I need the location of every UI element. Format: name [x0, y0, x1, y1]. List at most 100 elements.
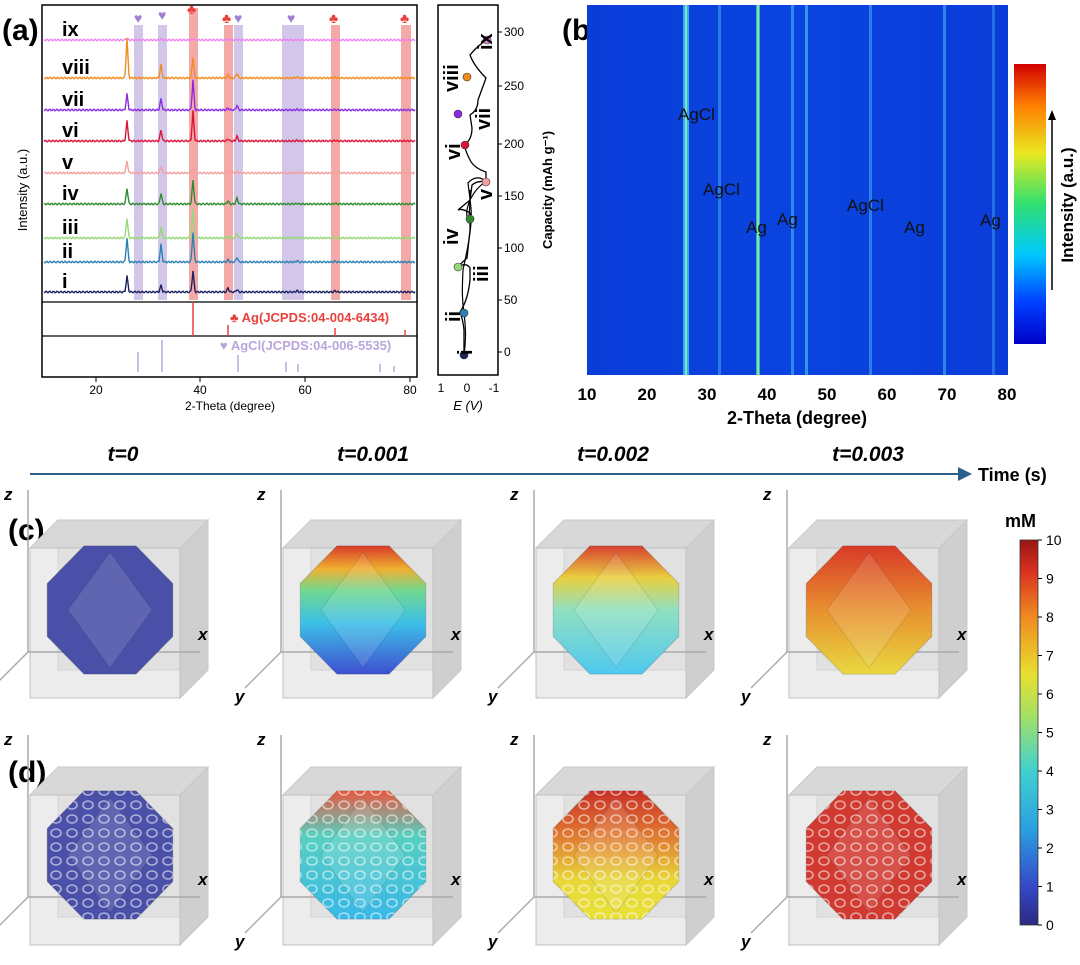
colorbar-tick: 8: [1046, 609, 1054, 625]
peak-annotation: Ag: [746, 218, 767, 237]
x-tick: 20: [638, 385, 657, 404]
colorbar-tick: 2: [1046, 840, 1054, 856]
curve-label: i: [62, 271, 68, 293]
ag-bands: [189, 8, 411, 300]
concentration-colorbar: mM 0 1 2 3 4 5 6 7 8 9 10: [1005, 511, 1062, 933]
particle-facet: [826, 796, 912, 914]
axis-z-label: z: [762, 730, 772, 749]
curve-label: viii: [62, 57, 90, 79]
axis-x-label: x: [450, 625, 462, 644]
time-step-label: t=0.003: [832, 443, 904, 466]
time-axis-label: Time (s): [978, 465, 1047, 485]
panel-d-cell: zxy: [0, 730, 210, 947]
stage-label: v: [475, 188, 497, 200]
axis-y-label: y: [740, 687, 752, 706]
curve-label: v: [62, 152, 74, 174]
timeline: Time (s) t=0 t=0.001 t=0.002 t=0.003: [30, 443, 1047, 485]
solid-particle: [46, 545, 174, 675]
heatmap: [587, 5, 1008, 375]
colorbar-tick: 6: [1046, 686, 1054, 702]
capacity-axis-label: Capacity (mAh g⁻¹): [540, 131, 555, 249]
curve-label: vi: [62, 120, 79, 142]
heart-marker: ♥: [234, 10, 242, 26]
y-tick: 150: [504, 189, 524, 203]
peak-annotation: Ag: [980, 211, 1001, 230]
x-tick: 20: [89, 383, 103, 397]
xrd-curve: [43, 79, 416, 112]
club-marker: ♣: [187, 1, 196, 17]
colorbar: [1014, 64, 1046, 344]
time-step-label: t=0: [108, 443, 139, 466]
panel-c-cell: zxy: [487, 485, 716, 706]
pore-overlay: [300, 790, 426, 920]
x-tick: 40: [193, 383, 207, 397]
x-tick: 60: [298, 383, 312, 397]
stage-labels: i ii iii iv v vi vii viii ix: [441, 33, 497, 355]
solid-particle: [552, 545, 680, 675]
particle-facet: [573, 551, 659, 669]
axis-x-label: x: [956, 870, 968, 889]
peak-annotation: AgCl: [847, 196, 884, 215]
x-tick: 80: [998, 385, 1017, 404]
x-tick: 40: [758, 385, 777, 404]
stage-label: iii: [471, 265, 493, 282]
club-marker: ♣: [222, 10, 231, 26]
colorbar-unit: mM: [1005, 511, 1036, 531]
peak-annotation: Ag: [904, 218, 925, 237]
axis-x-label: x: [197, 870, 209, 889]
curve-label: iii: [62, 217, 79, 239]
y-tick: 50: [504, 293, 518, 307]
xrd-curve: [43, 270, 416, 294]
panel-d-cell: zxy: [234, 730, 463, 951]
particle-facet: [67, 551, 153, 669]
stage-label: i: [455, 349, 477, 355]
y-tick: 200: [504, 137, 524, 151]
colorbar-tick: 9: [1046, 571, 1054, 587]
colorbar-tick: 5: [1046, 725, 1054, 741]
x-tick: 1: [438, 381, 445, 395]
axis-y-label: y: [740, 932, 752, 951]
x-tick: -1: [489, 381, 500, 395]
xrd-curve: [43, 232, 416, 264]
y-tick: 300: [504, 25, 524, 39]
club-marker: ♣: [400, 10, 409, 26]
xrd-curves: [43, 37, 416, 294]
axis-x-label: x: [197, 625, 209, 644]
colorbar-label: Intensity (a.u.): [1058, 147, 1077, 262]
curve-label: vii: [62, 89, 84, 111]
xrd-curve: [43, 208, 416, 240]
particle-facet: [67, 796, 153, 914]
panel-c-cell: zxy: [740, 485, 969, 706]
panel-a-frame: [41, 4, 418, 378]
time-step-label: t=0.002: [577, 443, 649, 466]
axis-z-label: z: [3, 730, 13, 749]
agcl-reference-sticks: [137, 340, 395, 372]
x-tick: 80: [403, 383, 417, 397]
colorbar-tick: 4: [1046, 763, 1054, 779]
panel-c-cell: zxy: [234, 485, 463, 706]
stage-label: ix: [475, 33, 497, 50]
agcl-bands: [134, 25, 304, 300]
x-axis-label: 2-Theta (degree): [727, 408, 867, 428]
x-tick: 70: [938, 385, 957, 404]
xrd-curve: [43, 37, 416, 80]
axis-x-label: x: [703, 625, 715, 644]
panel-b: (b) AgCl AgCl Ag Ag AgCl Ag Ag 10 20 30: [562, 5, 1077, 428]
solid-particle: [805, 545, 933, 675]
axis-x-label: x: [956, 625, 968, 644]
axis-y-label: y: [487, 687, 499, 706]
colorbar-tick: 3: [1046, 802, 1054, 818]
x-axis-label: 2-Theta (degree): [185, 399, 275, 413]
y-axis-label: Intensity (a.u.): [15, 149, 30, 231]
colorbar-tick: 10: [1046, 532, 1062, 548]
panel-c-cell: zxy: [0, 485, 210, 700]
heatmap-lines: [683, 5, 995, 375]
xrd-curve: [43, 110, 416, 143]
axis-y-label: y: [234, 687, 246, 706]
particle-facet: [320, 796, 406, 914]
x-tick: 60: [878, 385, 897, 404]
y-tick: 250: [504, 79, 524, 93]
xrd-curve: [43, 160, 416, 175]
pore-overlay: [553, 790, 679, 920]
